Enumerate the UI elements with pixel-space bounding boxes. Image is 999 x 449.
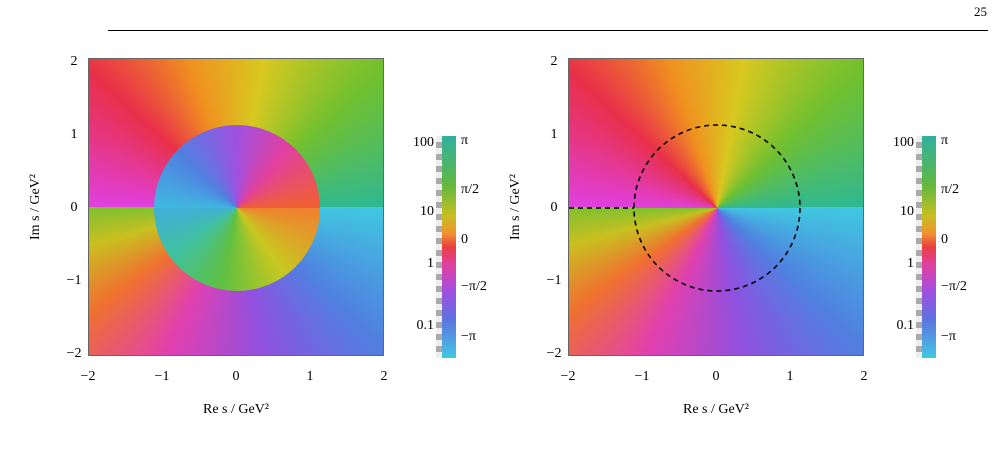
phase-label: −π/2 — [941, 279, 967, 294]
phase-label: 0 — [941, 232, 948, 247]
colorbar-ticks — [436, 136, 442, 358]
magnitude-label: 10 — [420, 204, 434, 219]
y-tick-label: −1 — [546, 273, 562, 288]
x-tick-label: −2 — [560, 369, 576, 384]
x-tick-label: 2 — [380, 369, 388, 384]
phase-label: −π — [461, 329, 476, 344]
phase-label: −π/2 — [461, 279, 487, 294]
inner-disc — [634, 125, 800, 291]
colorbar-ticks — [916, 136, 922, 358]
phase-plot — [88, 58, 384, 356]
x-tick-label: 2 — [860, 369, 868, 384]
phase-label: π/2 — [941, 182, 959, 197]
phase-plot — [568, 58, 864, 356]
y-tick-label: −2 — [546, 346, 562, 361]
x-tick-label: 0 — [232, 369, 240, 384]
y-tick-label: 0 — [70, 200, 78, 215]
x-tick-label: −1 — [154, 369, 170, 384]
header-rule — [108, 30, 988, 31]
x-tick-label: −1 — [634, 369, 650, 384]
y-tick-label: 1 — [550, 127, 558, 142]
phase-label: 0 — [461, 232, 468, 247]
y-tick-label: 1 — [70, 127, 78, 142]
inner-disc — [154, 125, 320, 291]
y-tick-label: 2 — [70, 54, 78, 69]
magnitude-label: 100 — [893, 135, 914, 150]
magnitude-label: 100 — [413, 135, 434, 150]
magnitude-label: 10 — [900, 204, 914, 219]
colorbar — [442, 136, 456, 358]
y-axis-label: Im s / GeV² — [28, 173, 43, 241]
page-number: 25 — [974, 4, 987, 19]
y-axis-label: Im s / GeV² — [508, 173, 523, 241]
magnitude-label: 1 — [427, 256, 434, 271]
x-tick-label: 1 — [306, 369, 314, 384]
x-tick-label: 1 — [786, 369, 794, 384]
contour-overlay — [569, 124, 801, 292]
magnitude-label: 0.1 — [896, 318, 915, 333]
phase-label: π/2 — [461, 182, 479, 197]
magnitude-label: 1 — [907, 256, 914, 271]
y-tick-label: −2 — [66, 346, 82, 361]
x-axis-label: Re s / GeV² — [682, 402, 750, 417]
phase-label: π — [461, 133, 469, 148]
x-tick-label: 0 — [712, 369, 720, 384]
y-tick-label: −1 — [66, 273, 82, 288]
y-tick-label: 2 — [550, 54, 558, 69]
x-tick-label: −2 — [80, 369, 96, 384]
x-axis-label: Re s / GeV² — [202, 402, 270, 417]
magnitude-label: 0.1 — [416, 318, 435, 333]
phase-label: −π — [941, 329, 956, 344]
phase-label: π — [941, 133, 949, 148]
colorbar — [922, 136, 936, 358]
y-tick-label: 0 — [550, 200, 558, 215]
